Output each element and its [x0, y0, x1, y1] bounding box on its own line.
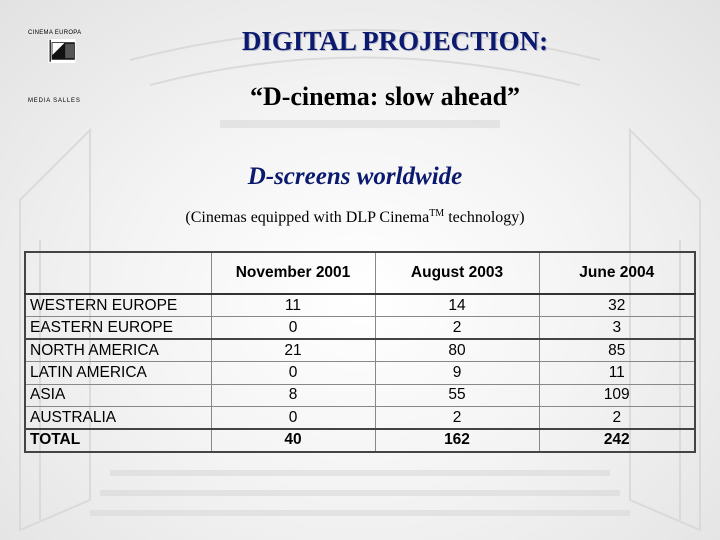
- value-cell: 11: [210, 293, 376, 317]
- value-cell: 2: [374, 406, 540, 430]
- table-row: WESTERN EUROPE 11 14 32: [24, 293, 696, 317]
- value-cell: 21: [210, 338, 376, 362]
- section-title: D-screens worldwide: [247, 163, 463, 190]
- value-cell: 80: [374, 338, 540, 362]
- table-caption: (Cinemas equipped with DLP CinemaTM tech…: [0, 208, 710, 227]
- region-cell: EASTERN EUROPE: [24, 316, 212, 340]
- logo-top-text: CINEMA EUROPA: [28, 30, 82, 36]
- region-cell: LATIN AMERICA: [24, 361, 212, 385]
- total-label-cell: TOTAL: [24, 428, 212, 452]
- header-august-2003: August 2003: [374, 251, 540, 295]
- header-november-2001: November 2001: [210, 251, 376, 295]
- header-corner-cell: [24, 251, 212, 295]
- total-value-cell: 162: [374, 428, 540, 452]
- table-row: EASTERN EUROPE 0 2 3: [24, 316, 696, 340]
- value-cell: 9: [374, 361, 540, 385]
- region-cell: AUSTRALIA: [24, 406, 212, 430]
- total-value-cell: 242: [538, 428, 696, 452]
- table-row: ASIA 8 55 109: [24, 383, 696, 407]
- value-cell: 3: [538, 316, 696, 340]
- d-screens-table-container: November 2001 August 2003 June 2004 WEST…: [24, 251, 696, 455]
- value-cell: 0: [210, 406, 376, 430]
- d-screens-table: November 2001 August 2003 June 2004 WEST…: [24, 251, 696, 453]
- caption-text: (Cinemas equipped with DLP Cinema: [185, 209, 430, 226]
- media-salles-logo: CINEMA EUROPA MEDIA SALLES: [28, 30, 98, 104]
- region-cell: ASIA: [24, 383, 212, 407]
- table-header-row: November 2001 August 2003 June 2004: [24, 251, 696, 295]
- value-cell: 2: [538, 406, 696, 430]
- table-row: LATIN AMERICA 0 9 11: [24, 361, 696, 385]
- value-cell: 0: [210, 316, 376, 340]
- table-row: AUSTRALIA 0 2 2: [24, 406, 696, 430]
- trademark-superscript: TM: [429, 208, 445, 219]
- page-title: DIGITAL PROJECTION:: [241, 26, 549, 56]
- region-cell: NORTH AMERICA: [24, 338, 212, 362]
- table-row: NORTH AMERICA 21 80 85: [24, 338, 696, 362]
- value-cell: 2: [374, 316, 540, 340]
- region-cell: WESTERN EUROPE: [24, 293, 212, 317]
- value-cell: 85: [538, 338, 696, 362]
- value-cell: 55: [374, 383, 540, 407]
- value-cell: 0: [210, 361, 376, 385]
- value-cell: 8: [210, 383, 376, 407]
- value-cell: 14: [374, 293, 540, 317]
- logo-bottom-text: MEDIA SALLES: [28, 98, 81, 104]
- header-june-2004: June 2004: [538, 251, 696, 295]
- value-cell: 32: [538, 293, 696, 317]
- logo-mark-icon: [48, 39, 76, 63]
- value-cell: 109: [538, 383, 696, 407]
- caption-text-end: technology): [444, 209, 525, 226]
- value-cell: 11: [538, 361, 696, 385]
- table-total-row: TOTAL 40 162 242: [24, 428, 696, 452]
- page-subtitle: “D-cinema: slow ahead”: [249, 82, 521, 111]
- total-value-cell: 40: [210, 428, 376, 452]
